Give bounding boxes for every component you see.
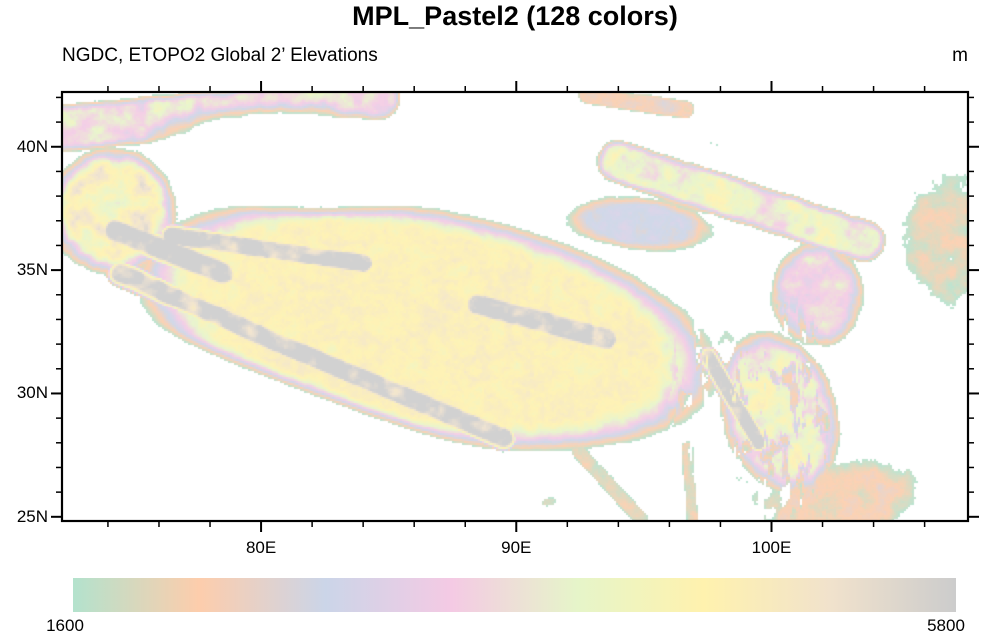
page-title: MPL_Pastel2 (128 colors) [352, 1, 678, 31]
colorbar-gradient [73, 578, 956, 612]
colorbar-max-label: 5800 [927, 616, 965, 635]
y-tick-label: 30N [16, 383, 48, 403]
y-tick-label: 40N [16, 136, 48, 156]
x-tick-label: 90E [501, 538, 532, 557]
y-tick-label: 25N [16, 506, 48, 526]
elevation-raster-map [62, 92, 968, 521]
units-label: m [952, 45, 968, 66]
x-tick-label: 80E [245, 538, 277, 557]
subtitle-left: NGDC, ETOPO2 Global 2’ Elevations [62, 45, 378, 66]
x-tick-label: 100E [751, 538, 792, 557]
colorbar-min-label: 1600 [46, 616, 84, 635]
y-tick-label: 35N [16, 260, 48, 280]
